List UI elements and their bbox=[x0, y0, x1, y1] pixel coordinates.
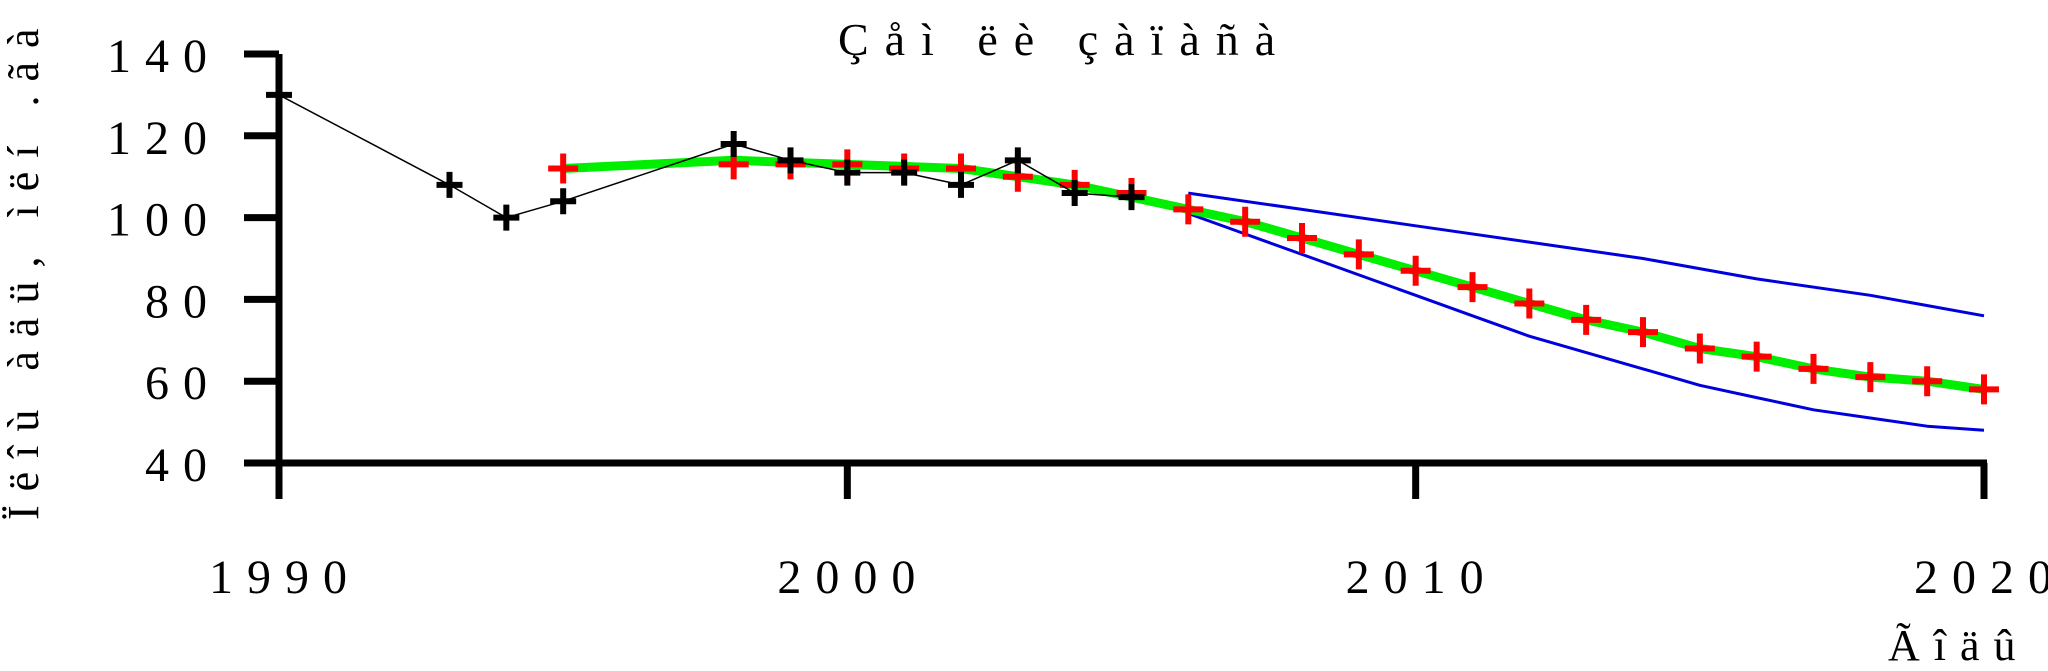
series-1-point-17 bbox=[1628, 317, 1658, 348]
x-tick-label-0: 1990 bbox=[209, 551, 361, 604]
series-3-line bbox=[1188, 191, 1985, 318]
y-axis-title: Ïëîù àäü, ìëí .ãà bbox=[0, 14, 48, 520]
x-axis-title: Ãîäû bbox=[1888, 621, 2030, 670]
series-1-point-9 bbox=[1173, 194, 1204, 225]
series-0-point-9 bbox=[1004, 147, 1031, 174]
y-tick-label-0: 140 bbox=[107, 30, 221, 83]
y-tick-label-1: 120 bbox=[107, 112, 221, 165]
series-0-point-4 bbox=[720, 130, 747, 157]
series-1-point-10 bbox=[1230, 206, 1261, 237]
y-tick-label-2: 100 bbox=[107, 194, 221, 247]
x-tick-label-3: 2020 bbox=[1914, 551, 2048, 604]
series-1-point-0 bbox=[548, 153, 579, 184]
series-0-point-0 bbox=[266, 81, 292, 108]
series-0-point-2 bbox=[493, 204, 520, 231]
x-tick-label-2: 2010 bbox=[1346, 551, 1498, 604]
y-tick-label-4: 60 bbox=[145, 357, 221, 410]
series-1-point-20 bbox=[1798, 353, 1829, 384]
series-0-point-6 bbox=[834, 159, 861, 186]
chart-title: Çåì ëè çàïàñà bbox=[838, 14, 1291, 65]
series-1-point-15 bbox=[1514, 288, 1545, 319]
series-1-point-18 bbox=[1684, 333, 1715, 364]
y-tick-label-5: 40 bbox=[145, 439, 221, 492]
x-tick-label-1: 2000 bbox=[777, 551, 929, 604]
series-0 bbox=[266, 81, 1145, 231]
series-4-line bbox=[1187, 212, 1985, 432]
series-0-point-11 bbox=[1118, 184, 1145, 211]
series-1-point-11 bbox=[1287, 223, 1317, 254]
series-1-point-19 bbox=[1741, 341, 1772, 372]
series-0-point-1 bbox=[436, 171, 463, 198]
series-0-point-8 bbox=[948, 171, 974, 198]
series-1-point-14 bbox=[1457, 272, 1488, 303]
series-1 bbox=[548, 149, 1999, 405]
series-0-line bbox=[278, 94, 1132, 219]
series-1-point-12 bbox=[1343, 239, 1374, 270]
series-0-point-5 bbox=[777, 147, 804, 174]
series-0-point-10 bbox=[1061, 180, 1088, 207]
series-0-point-7 bbox=[891, 159, 918, 186]
series-1-point-16 bbox=[1571, 304, 1602, 335]
series-1-point-23 bbox=[1969, 374, 1999, 405]
series-1-point-13 bbox=[1400, 255, 1431, 286]
series-4 bbox=[1187, 212, 1985, 432]
series-1-point-21 bbox=[1855, 362, 1886, 393]
series-0-point-3 bbox=[550, 188, 577, 215]
series-3 bbox=[1188, 191, 1985, 318]
y-tick-label-3: 80 bbox=[145, 275, 221, 328]
series-1-point-22 bbox=[1912, 366, 1943, 397]
